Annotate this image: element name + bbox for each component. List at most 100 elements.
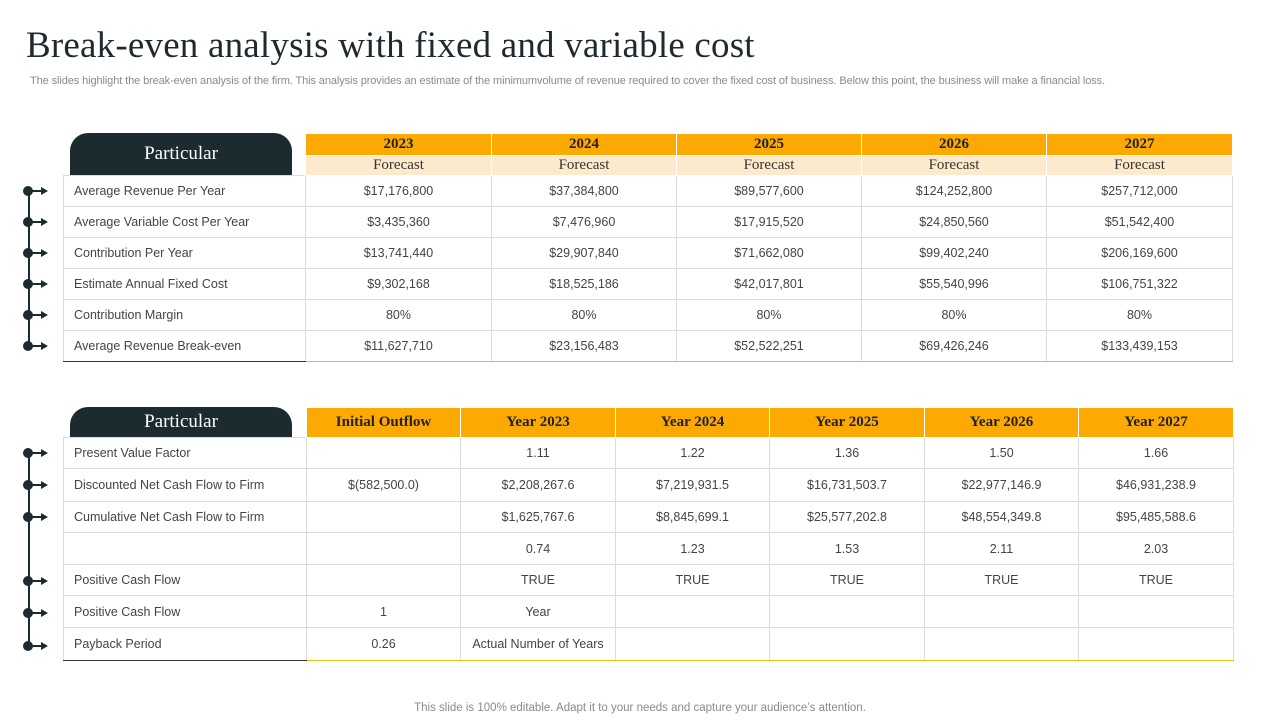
header-spacer bbox=[64, 408, 307, 438]
timeline-arrow-icon bbox=[23, 576, 49, 586]
table-cell: 1.11 bbox=[460, 437, 616, 469]
table-row: Contribution Margin 80% 80% 80% 80% 80% bbox=[63, 299, 1233, 331]
timeline-arrow-icon bbox=[23, 279, 49, 289]
table-cell: Year bbox=[460, 595, 616, 628]
table-cell: $206,169,600 bbox=[1046, 237, 1233, 269]
table-cell: 1.36 bbox=[769, 437, 925, 469]
table-cell: $124,252,800 bbox=[861, 175, 1047, 207]
table-cell: $55,540,996 bbox=[861, 268, 1047, 300]
table-cell: Actual Number of Years bbox=[460, 627, 616, 661]
table-cell: 1 bbox=[306, 595, 461, 628]
timeline-arrow-icon bbox=[23, 217, 49, 227]
table-cell: $(582,500.0) bbox=[306, 468, 461, 502]
forecast-subheader: Forecast bbox=[861, 155, 1047, 176]
table-cell: $7,476,960 bbox=[491, 206, 677, 238]
table-cell: $51,542,400 bbox=[1046, 206, 1233, 238]
table-cell: $11,627,710 bbox=[305, 330, 492, 362]
table-cell: $9,302,168 bbox=[305, 268, 492, 300]
table-cell: 1.23 bbox=[615, 532, 770, 565]
row-label: Average Revenue Break-even bbox=[63, 330, 306, 362]
forecast-table: 2023 2024 2025 2026 2027 Forecast Forecast Fore… bbox=[63, 133, 1233, 362]
table-cell: $42,017,801 bbox=[676, 268, 862, 300]
table-cell: 0.74 bbox=[460, 532, 616, 565]
table-row: Discounted Net Cash Flow to Firm $(582,50… bbox=[63, 468, 1234, 502]
row-label bbox=[63, 532, 307, 565]
table-cell: $16,731,503.7 bbox=[769, 468, 925, 502]
table-cell: 2.11 bbox=[924, 532, 1079, 565]
timeline-arrow-icon bbox=[23, 512, 49, 522]
table-cell: $52,522,251 bbox=[676, 330, 862, 362]
column-header: Initial Outflow bbox=[306, 407, 461, 438]
table-cell: $3,435,360 bbox=[305, 206, 492, 238]
table-cell: $1,625,767.6 bbox=[460, 501, 616, 533]
table-row: Estimate Annual Fixed Cost $9,302,168 $18,… bbox=[63, 268, 1233, 300]
table-cell bbox=[769, 627, 925, 661]
table-cell: TRUE bbox=[1078, 564, 1234, 596]
payback-table: Initial Outflow Year 2023 Year 2024 Year 20… bbox=[63, 407, 1234, 661]
table-cell: $18,525,186 bbox=[491, 268, 677, 300]
table-cell: $69,426,246 bbox=[861, 330, 1047, 362]
table-cell bbox=[769, 595, 925, 628]
year-header: 2024 bbox=[491, 133, 677, 156]
table-cell: 80% bbox=[676, 299, 862, 331]
row-label: Contribution Per Year bbox=[63, 237, 306, 269]
year-header: 2025 bbox=[676, 133, 862, 156]
column-header: Year 2023 bbox=[460, 407, 616, 438]
table-cell: 1.66 bbox=[1078, 437, 1234, 469]
column-header: Year 2024 bbox=[615, 407, 770, 438]
table-cell: $106,751,322 bbox=[1046, 268, 1233, 300]
row-label: Positive Cash Flow bbox=[63, 564, 307, 596]
row-label: Payback Period bbox=[63, 627, 307, 661]
timeline-rail-2 bbox=[28, 452, 30, 646]
table-cell bbox=[924, 627, 1079, 661]
forecast-subheader: Forecast bbox=[305, 155, 492, 176]
table2-header-label: Particular bbox=[70, 407, 292, 437]
page-subtitle: The slides highlight the break-even anal… bbox=[30, 75, 1105, 87]
table-cell: $29,907,840 bbox=[491, 237, 677, 269]
timeline-arrow-icon bbox=[23, 641, 49, 651]
table-cell bbox=[924, 595, 1079, 628]
table-cell: $7,219,931.5 bbox=[615, 468, 770, 502]
table-cell: $24,850,560 bbox=[861, 206, 1047, 238]
table-cell bbox=[306, 532, 461, 565]
table-cell bbox=[1078, 595, 1234, 628]
timeline-arrow-icon bbox=[23, 186, 49, 196]
table-cell: 2.03 bbox=[1078, 532, 1234, 565]
table-cell: $25,577,202.8 bbox=[769, 501, 925, 533]
table1-header-label: Particular bbox=[70, 133, 292, 175]
row-label: Estimate Annual Fixed Cost bbox=[63, 268, 306, 300]
page-title: Break-even analysis with fixed and varia… bbox=[26, 25, 755, 66]
forecast-subheader: Forecast bbox=[676, 155, 862, 176]
table-cell bbox=[306, 437, 461, 469]
table-cell bbox=[306, 564, 461, 596]
table-cell: $257,712,000 bbox=[1046, 175, 1233, 207]
row-label: Contribution Margin bbox=[63, 299, 306, 331]
table-cell: $71,662,080 bbox=[676, 237, 862, 269]
header-spacer bbox=[64, 156, 306, 176]
table-cell: TRUE bbox=[460, 564, 616, 596]
column-header: Year 2027 bbox=[1078, 407, 1234, 438]
table-cell: $13,741,440 bbox=[305, 237, 492, 269]
forecast-subheader: Forecast bbox=[491, 155, 677, 176]
column-header: Year 2025 bbox=[769, 407, 925, 438]
table-cell: $23,156,483 bbox=[491, 330, 677, 362]
column-header: Year 2026 bbox=[924, 407, 1079, 438]
table-row: Contribution Per Year $13,741,440 $29,907,… bbox=[63, 237, 1233, 269]
table-cell: 1.22 bbox=[615, 437, 770, 469]
table-cell bbox=[1078, 627, 1234, 661]
table-cell: 1.53 bbox=[769, 532, 925, 565]
table-cell: $22,977,146.9 bbox=[924, 468, 1079, 502]
table-cell: $8,845,699.1 bbox=[615, 501, 770, 533]
table-cell: TRUE bbox=[769, 564, 925, 596]
table-row: Average Revenue Break-even $11,627,710 $23… bbox=[63, 330, 1233, 362]
row-label: Average Revenue Per Year bbox=[63, 175, 306, 207]
table-cell: TRUE bbox=[615, 564, 770, 596]
table-cell: $17,915,520 bbox=[676, 206, 862, 238]
table-cell: $133,439,153 bbox=[1046, 330, 1233, 362]
timeline-arrow-icon bbox=[23, 341, 49, 351]
year-header: 2023 bbox=[305, 133, 492, 156]
timeline-arrow-icon bbox=[23, 310, 49, 320]
row-label: Discounted Net Cash Flow to Firm bbox=[63, 468, 307, 502]
table-cell: TRUE bbox=[924, 564, 1079, 596]
table-cell: $46,931,238.9 bbox=[1078, 468, 1234, 502]
